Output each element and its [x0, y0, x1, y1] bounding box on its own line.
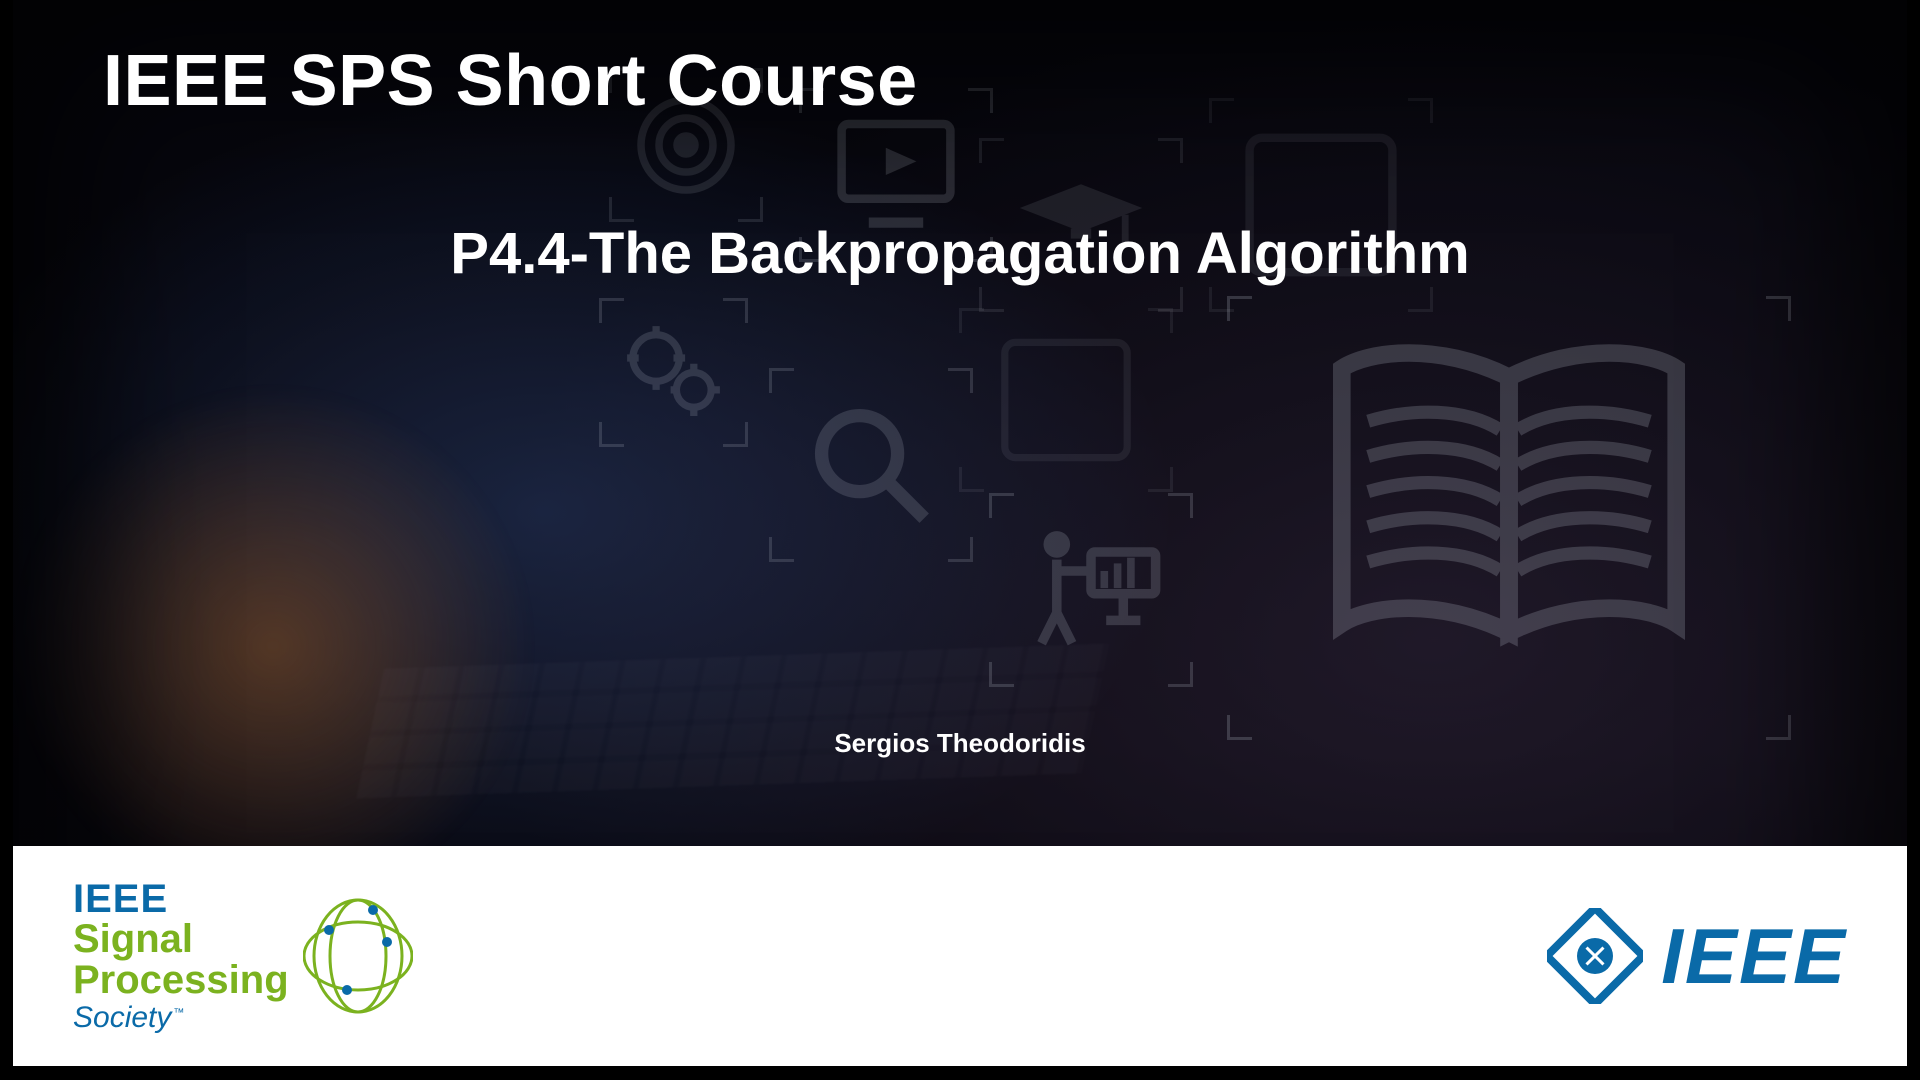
sps-ieee-word: IEEE — [73, 879, 289, 920]
video-frame: IEEE SPS Short Course P4.4-The Backpropa… — [13, 0, 1907, 1066]
sps-globe-icon — [303, 886, 413, 1026]
ieee-diamond-icon — [1547, 908, 1643, 1004]
lecture-title: P4.4-The Backpropagation Algorithm — [13, 220, 1907, 287]
ieee-logo: IEEE — [1547, 908, 1847, 1004]
course-heading: IEEE SPS Short Course — [103, 40, 918, 122]
brand-bar: IEEE Signal Processing Society™ — [13, 846, 1907, 1066]
ieee-word: IEEE — [1661, 911, 1847, 1002]
author-name: Sergios Theodoridis — [13, 728, 1907, 759]
stage: IEEE SPS Short Course P4.4-The Backpropa… — [0, 0, 1920, 1080]
sps-logo: IEEE Signal Processing Society™ — [73, 879, 413, 1034]
sps-text: IEEE Signal Processing Society™ — [73, 879, 289, 1034]
sps-signal-word: Signal — [73, 919, 289, 960]
sps-processing-word: Processing — [73, 960, 289, 1001]
sps-society-word: Society™ — [73, 1003, 289, 1034]
